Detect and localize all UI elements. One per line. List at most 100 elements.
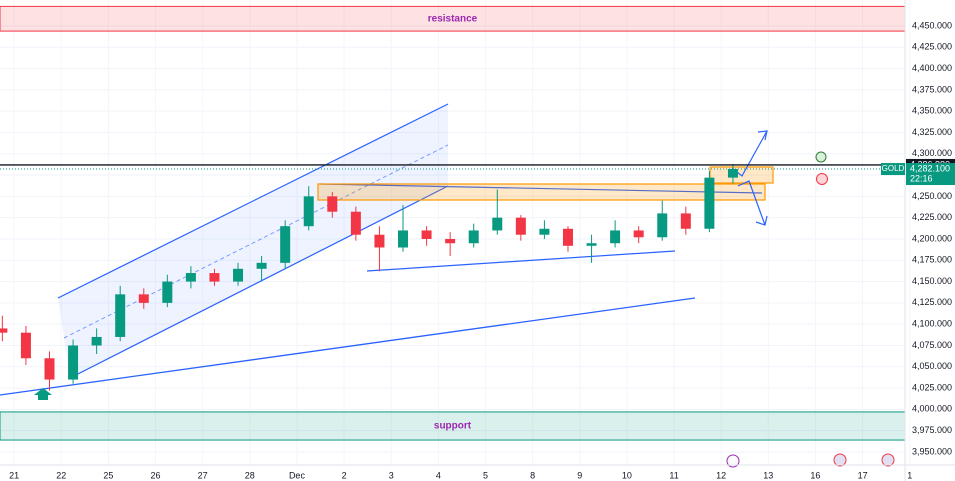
x-tick-label: 21 — [9, 470, 19, 480]
channel-lower — [69, 185, 449, 379]
y-tick-label: 4,175.000 — [912, 255, 952, 265]
candle-body — [280, 226, 291, 263]
x-tick-label: 4 — [436, 470, 441, 480]
y-tick-label: 4,300.000 — [912, 148, 952, 158]
y-tick-label: 4,375.000 — [912, 84, 952, 94]
trendline — [0, 297, 696, 396]
y-tick-label: 4,350.000 — [912, 106, 952, 116]
event-icon — [833, 453, 847, 467]
drawings — [0, 103, 895, 468]
x-tick-label: 28 — [245, 470, 255, 480]
channel-mid — [63, 144, 449, 339]
candle-body — [303, 196, 314, 227]
candle-body — [20, 332, 31, 359]
candle-body — [185, 273, 196, 282]
y-tick-label: 4,000.000 — [912, 404, 952, 414]
y-tick-label: 4,200.000 — [912, 233, 952, 243]
y-tick-label: 4,100.000 — [912, 319, 952, 329]
candle-body — [515, 217, 526, 235]
candle-body — [115, 294, 126, 337]
y-tick-label: 4,050.000 — [912, 361, 952, 371]
symbol-bg — [881, 163, 905, 176]
candle-body — [657, 213, 668, 238]
candles — [0, 164, 738, 391]
x-tick-label: 26 — [151, 470, 161, 480]
zone-label: support — [434, 421, 472, 432]
target-dot — [815, 151, 827, 163]
candle-body — [374, 234, 385, 248]
candle-body — [91, 336, 102, 346]
x-tick-label: 2 — [342, 470, 347, 480]
event-icon — [881, 453, 895, 467]
x-tick-label: 1 — [907, 470, 912, 480]
countdown: 22:16 — [910, 173, 933, 183]
candle-body — [704, 177, 715, 229]
candle-body — [0, 328, 8, 333]
x-tick-label: 9 — [577, 470, 582, 480]
y-tick-label: 4,250.000 — [912, 191, 952, 201]
x-tick-label: 11 — [669, 470, 678, 480]
x-tick-label: 22 — [56, 470, 66, 480]
range-support-line — [366, 250, 676, 272]
y-tick-label: 4,075.000 — [912, 340, 952, 350]
channel-upper — [57, 103, 449, 299]
zone — [0, 5, 906, 32]
candle-body — [233, 268, 244, 282]
candle-body — [562, 228, 573, 246]
x-tick-label: Dec — [289, 470, 306, 480]
y-tick-label: 3,975.000 — [912, 425, 952, 435]
y-tick-label: 4,425.000 — [912, 42, 952, 52]
arrow-down-head — [755, 215, 768, 226]
candle-body — [680, 213, 691, 229]
y-tick-label: 4,400.000 — [912, 63, 952, 73]
x-tick-label: 17 — [858, 470, 868, 480]
demand-box — [317, 183, 766, 201]
symbol-label: GOLD — [882, 164, 905, 173]
candle-body — [492, 217, 503, 231]
zone — [0, 411, 906, 441]
candle-body — [138, 294, 149, 303]
zone-label: resistance — [428, 13, 478, 24]
y-tick-label: 4,450.000 — [912, 20, 952, 30]
x-tick-label: 3 — [389, 470, 394, 480]
candle-body — [327, 196, 338, 212]
candle-body — [421, 230, 432, 239]
arrow-up-head — [757, 130, 768, 141]
last-price-label: 4,282.100 — [910, 163, 950, 173]
candle-body — [68, 345, 79, 380]
range-top-line — [319, 183, 763, 194]
candle-body — [610, 230, 621, 244]
last-price-bg — [906, 163, 955, 186]
buy-arrow — [34, 388, 52, 400]
candle-body — [445, 238, 456, 244]
candle-body — [162, 281, 173, 303]
arrow-down — [737, 180, 766, 226]
candle-body — [350, 211, 361, 235]
x-tick-label: 10 — [622, 470, 632, 480]
y-tick-label: 4,325.000 — [912, 127, 952, 137]
x-tick-label: 16 — [810, 470, 820, 480]
y-tick-label: 4,225.000 — [912, 212, 952, 222]
zones: resistance support — [0, 5, 906, 441]
candle-body — [209, 273, 220, 282]
x-tick-label: 12 — [716, 470, 726, 480]
event-icon — [726, 454, 740, 468]
candle-body — [468, 230, 479, 244]
channel-fill — [58, 104, 448, 378]
x-tick-label: 5 — [483, 470, 488, 480]
candle-body — [586, 243, 597, 246]
x-tick-label: 13 — [763, 470, 773, 480]
y-tick-label: 4,125.000 — [912, 297, 952, 307]
x-tick-label: 8 — [530, 470, 535, 480]
y-tick-label: 3,950.000 — [912, 446, 952, 456]
candle-body — [398, 230, 409, 248]
candle-body — [727, 169, 738, 178]
candle-body — [256, 262, 267, 269]
stop-dot — [816, 173, 828, 185]
candle-body — [539, 228, 550, 235]
y-tick-label: 4,025.000 — [912, 382, 952, 392]
y-tick-label: 4,150.000 — [912, 276, 952, 286]
candle-body — [44, 358, 55, 380]
